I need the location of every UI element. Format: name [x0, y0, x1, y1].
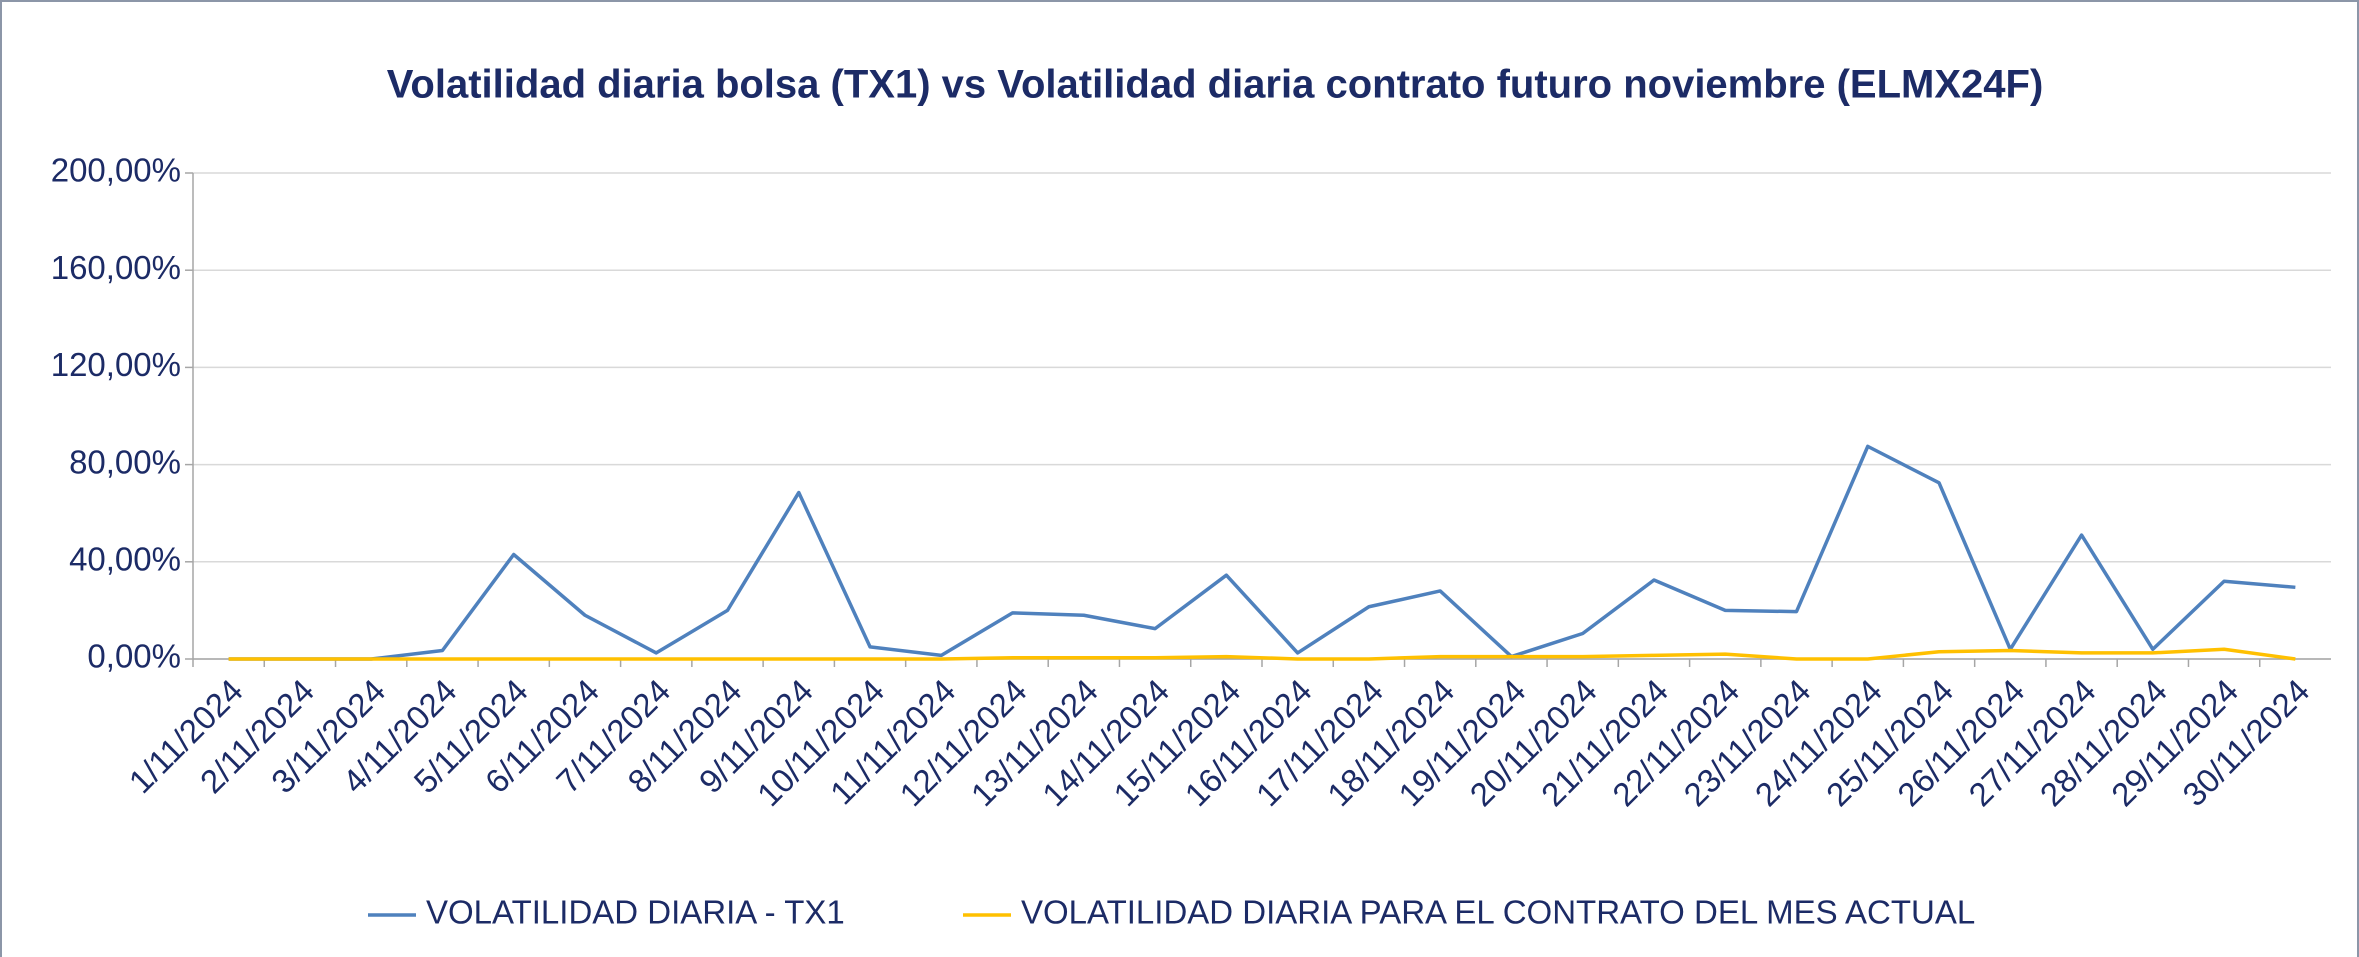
series-line	[228, 647, 2296, 661]
y-tick-label: 80,00%	[69, 443, 181, 480]
legend-label: VOLATILIDAD DIARIA PARA EL CONTRATO DEL …	[1021, 894, 1975, 931]
series-line	[228, 444, 2296, 661]
chart-title: Volatilidad diaria bolsa (TX1) vs Volati…	[387, 63, 2044, 107]
y-tick-label: 0,00%	[87, 638, 181, 675]
y-tick-label: 40,00%	[69, 541, 181, 578]
y-tick-label: 120,00%	[51, 346, 181, 383]
y-tick-label: 200,00%	[51, 152, 181, 189]
y-tick-label: 160,00%	[51, 249, 181, 286]
legend-label: VOLATILIDAD DIARIA - TX1	[426, 894, 845, 931]
